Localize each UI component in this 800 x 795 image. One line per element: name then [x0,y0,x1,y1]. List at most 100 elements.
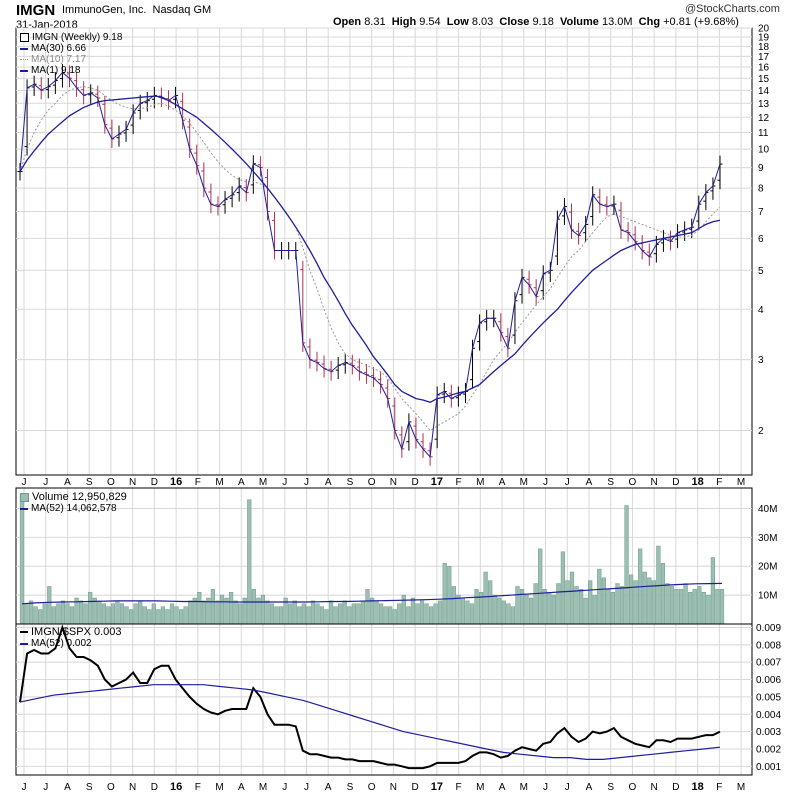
volume-bar [69,606,75,625]
volume-bar [528,597,534,625]
volume-bar [288,603,293,625]
volume-bar [269,603,275,625]
legend-line-icon [20,642,28,645]
volume-bar [551,594,556,625]
volume-bar [683,583,688,625]
volume-bar [647,577,652,625]
x-tick-label-bottom: N [129,782,136,793]
volume-bar [215,600,220,625]
x-tick-label-bottom: S [347,782,354,793]
x-tick-label-bottom: J [543,782,548,793]
ratio-line [19,624,721,770]
volume-bar [24,603,29,625]
price-tick-label: 11 [758,128,769,139]
volume-bar [697,586,702,625]
x-tick-label-bottom: D [412,782,419,793]
volume-bar [83,603,88,625]
volume-bar [556,583,561,625]
volume-bar [619,586,625,625]
x-tick-label-price: J [304,477,309,488]
volume-bar [565,580,570,625]
volume-bar [178,609,184,625]
x-tick-label-bottom: F [716,782,722,793]
volume-bar [715,589,720,625]
volume-bar [397,603,402,625]
volume-bar [374,600,379,625]
volume-bar [356,603,361,625]
volume-value: 13.0M [601,16,633,28]
volume-bar [183,606,188,625]
panel-frame [15,27,753,476]
volume-bar [410,597,416,625]
x-tick-label-bottom: J [304,782,309,793]
quote-summary: Open 8.31 High 9.54 Low 8.03 Close 9.18 … [333,16,739,28]
volume-ma-line [21,582,723,605]
legend-line-icon [20,631,28,633]
volume-bar [719,589,725,625]
x-tick-label-bottom: A [64,782,71,793]
volume-bar [156,609,161,625]
x-tick-label-price: O [629,477,637,488]
volume-bar [533,583,538,625]
x-tick-label-bottom: A [499,782,506,793]
volume-bar [110,603,116,625]
x-tick-label-price: D [151,477,158,488]
volume-bar [669,586,675,625]
volume-bar [365,589,370,625]
price-tick-label: 9 [758,163,764,174]
volume-bar [497,597,502,625]
x-tick-label-price: M [476,477,484,488]
volume-bar [28,600,34,625]
x-tick-label-bottom: 16 [170,781,182,793]
x-tick-label-bottom: F [456,782,462,793]
price-tick-label: 17 [758,52,770,63]
exchange: Nasdaq GM [152,4,212,16]
ratio-tick-label: 0.006 [756,675,781,686]
x-tick-label-price: M [259,477,267,488]
volume-bar [583,597,588,625]
panel-frame [15,623,753,776]
price-tick-label: 8 [758,184,764,195]
x-tick-label-price: J [22,477,27,488]
volume-bar [251,589,256,625]
x-tick-label-price: M [737,477,745,488]
volume-bar [692,589,697,625]
ratio-tick-label: 0.009 [756,623,781,634]
company-name-text: ImmunoGen, Inc. [62,4,147,16]
volume-bar [610,591,616,625]
x-tick-label-price: A [325,477,332,488]
volume-bar [628,574,634,625]
volume-bar [119,603,125,625]
legend-box-icon [20,33,29,42]
legend-ma30-label: MA(30) 6.66 [31,43,87,54]
volume-bar [106,606,111,625]
x-tick-label-price: S [347,477,354,488]
volume-bar [38,609,43,625]
ratio-tick-label: 0.005 [756,692,781,703]
volume-bar [101,603,106,625]
volume-bar [428,606,434,625]
volume-bar [260,594,266,625]
volume-tick-label: 20M [758,562,777,573]
volume-bar [310,600,316,625]
volume-bar [333,606,338,625]
volume-bar [624,505,629,625]
x-tick-label-price: A [64,477,71,488]
x-tick-label-bottom: A [586,782,593,793]
x-tick-label-bottom: S [607,782,614,793]
volume-bar [238,603,243,625]
price-tick-label: 5 [758,266,764,277]
volume-bar [442,563,447,625]
ratio-panel: 0.001 0.002 0.003 0.004 0.005 0.006 0.007 0.008… [15,623,781,776]
volume-bar [56,603,61,625]
x-tick-label-price: N [651,477,658,488]
x-tick-label-bottom: J [43,782,48,793]
price-tick-label: 12 [758,113,770,124]
x-tick-label-bottom: J [282,782,287,793]
price-tick-label: 19 [758,32,770,43]
company-name: ImmunoGen, Inc. Nasdaq GM [62,4,211,16]
volume-bar [319,606,325,625]
volume-bar [447,565,452,625]
volume-bar [710,557,716,625]
price-tick-label: 18 [758,42,770,53]
